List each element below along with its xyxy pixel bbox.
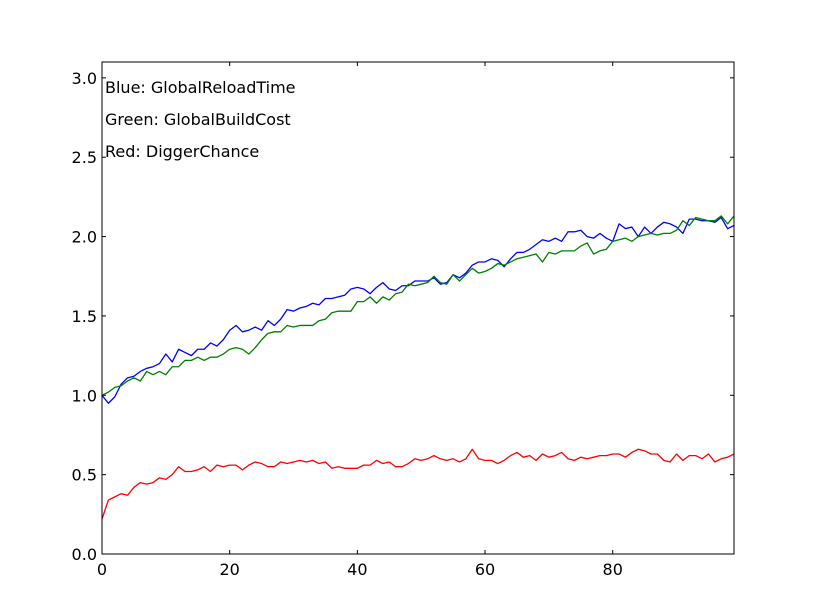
annotation-green: Green: GlobalBuildCost xyxy=(105,110,291,129)
y-tick-label: 2.0 xyxy=(72,228,97,247)
x-tick-label: 40 xyxy=(347,560,367,579)
annotation-blue: Blue: GlobalReloadTime xyxy=(105,78,296,97)
series-line-1 xyxy=(101,215,735,396)
series-line-2 xyxy=(101,448,735,520)
x-tick-label: 80 xyxy=(603,560,623,579)
y-tick-label: 0.5 xyxy=(72,466,97,485)
series-layer xyxy=(101,215,735,520)
y-tick-label: 1.5 xyxy=(72,307,97,326)
annotation-red: Red: DiggerChance xyxy=(105,142,259,161)
y-tick-label: 1.0 xyxy=(72,386,97,405)
annotation-layer: Blue: GlobalReloadTime Green: GlobalBuil… xyxy=(105,78,296,161)
x-tick-label: 20 xyxy=(219,560,239,579)
y-tick-label: 2.5 xyxy=(72,148,97,167)
series-line-0 xyxy=(101,216,735,404)
y-tick-label: 3.0 xyxy=(72,69,97,88)
tick-layer: 0 20 40 60 80 0.0 0.5 1.0 1.5 2.0 2.5 3.0 xyxy=(72,62,734,579)
x-tick-label: 0 xyxy=(97,560,107,579)
y-tick-label: 0.0 xyxy=(72,545,97,564)
plot-frame xyxy=(101,61,735,555)
x-tick-label: 60 xyxy=(475,560,495,579)
